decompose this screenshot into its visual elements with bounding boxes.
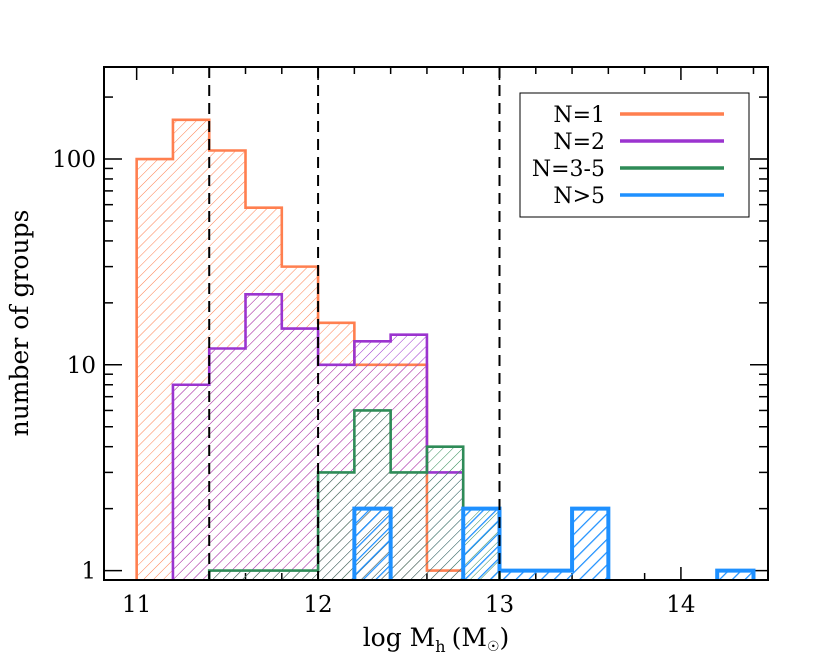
bar-fill (318, 472, 355, 580)
x-tick-label: 13 (485, 592, 514, 618)
bar-fill (390, 472, 427, 580)
reference-lines (208, 67, 501, 580)
x-axis-label-unit-close: ) (500, 623, 510, 652)
y-tick-label: 10 (67, 353, 96, 379)
x-axis-label: log Mh (M☉) (363, 623, 510, 656)
plot-frame (103, 66, 769, 581)
bar-fill (463, 508, 500, 580)
tick-labels: 11 12 13 14 1 10 100 (52, 147, 695, 618)
x-tick-label: 14 (666, 592, 695, 618)
x-axis-label-main: log M (363, 623, 436, 652)
y-axis-label: number of groups (5, 210, 34, 437)
legend-label: N=2 (553, 130, 605, 155)
legend-label: N=1 (553, 103, 605, 128)
bar-fill (717, 570, 754, 580)
legend-entries: N=1N=2N=3-5N>5 (532, 103, 724, 209)
bar-fill (245, 294, 282, 580)
bar-fill (136, 159, 173, 580)
sun-symbol-icon: ☉ (487, 639, 500, 655)
legend-label: N>5 (553, 184, 605, 209)
bar-fill (209, 348, 246, 580)
x-axis-label-subscript: h (435, 637, 445, 656)
histogram-bars (135, 118, 756, 580)
x-tick-label: 12 (303, 592, 332, 618)
bar-fill (572, 508, 609, 580)
series-outline (352, 506, 756, 580)
bar-fill (354, 508, 391, 580)
legend: N=1N=2N=3-5N>5 (519, 92, 750, 218)
x-axis-label-unit: (M (452, 623, 487, 652)
legend-label: N=3-5 (532, 157, 605, 182)
y-tick-label: 100 (52, 147, 96, 173)
bar-fill (281, 328, 319, 580)
y-tick-label: 1 (81, 559, 96, 585)
bar-fill (172, 384, 210, 580)
bar-fill (209, 570, 319, 580)
x-tick-label: 11 (122, 592, 151, 618)
bar-fill (426, 446, 464, 580)
bar-fill (499, 570, 573, 580)
